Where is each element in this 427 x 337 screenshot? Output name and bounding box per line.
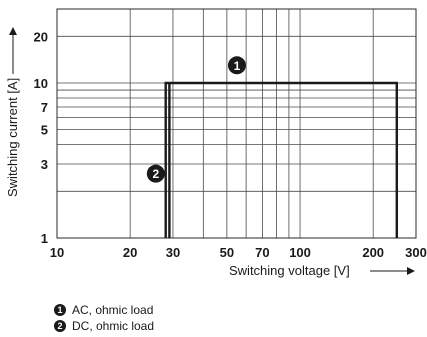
x-tick-label: 50	[220, 245, 234, 260]
tick-labels: 10 20 30 50 70 100 200 300 1 3 5 7 10 20	[34, 29, 427, 260]
legend-item-ac: 1 AC, ohmic load	[54, 302, 154, 318]
marker-2-icon: 2	[54, 320, 66, 332]
y-tick-label: 1	[41, 231, 48, 246]
x-tick-label: 20	[123, 245, 137, 260]
legend-label: AC, ohmic load	[72, 303, 154, 317]
curve-marker-label: 1	[234, 59, 241, 73]
y-axis-label: Switching current [A]	[5, 78, 20, 197]
plot-frame	[56, 8, 417, 239]
x-tick-label: 30	[166, 245, 180, 260]
x-tick-label: 10	[50, 245, 64, 260]
curve-marker-1: 1	[227, 56, 246, 75]
y-tick-label: 3	[41, 157, 48, 172]
y-tick-label: 10	[34, 76, 48, 91]
x-tick-label: 100	[289, 245, 311, 260]
x-axis-label: Switching voltage [V]	[229, 263, 350, 278]
legend-label: DC, ohmic load	[72, 319, 155, 333]
marker-1-icon: 1	[54, 304, 66, 316]
y-tick-label: 5	[41, 123, 48, 138]
legend-item-dc: 2 DC, ohmic load	[54, 318, 154, 334]
curve-marker-label: 2	[152, 167, 159, 181]
grid	[56, 8, 417, 239]
x-tick-label: 70	[255, 245, 269, 260]
y-tick-label: 20	[34, 29, 48, 44]
curve-marker-2: 2	[146, 164, 165, 183]
series-line-1	[164, 81, 398, 238]
legend: 1 AC, ohmic load 2 DC, ohmic load	[54, 302, 154, 334]
x-tick-label: 300	[405, 245, 427, 260]
y-tick-label: 7	[41, 100, 48, 115]
series-group: 12	[146, 56, 398, 238]
curve-marker-circle	[227, 56, 246, 75]
curve-marker-circle	[146, 164, 165, 183]
x-tick-label: 200	[362, 245, 384, 260]
